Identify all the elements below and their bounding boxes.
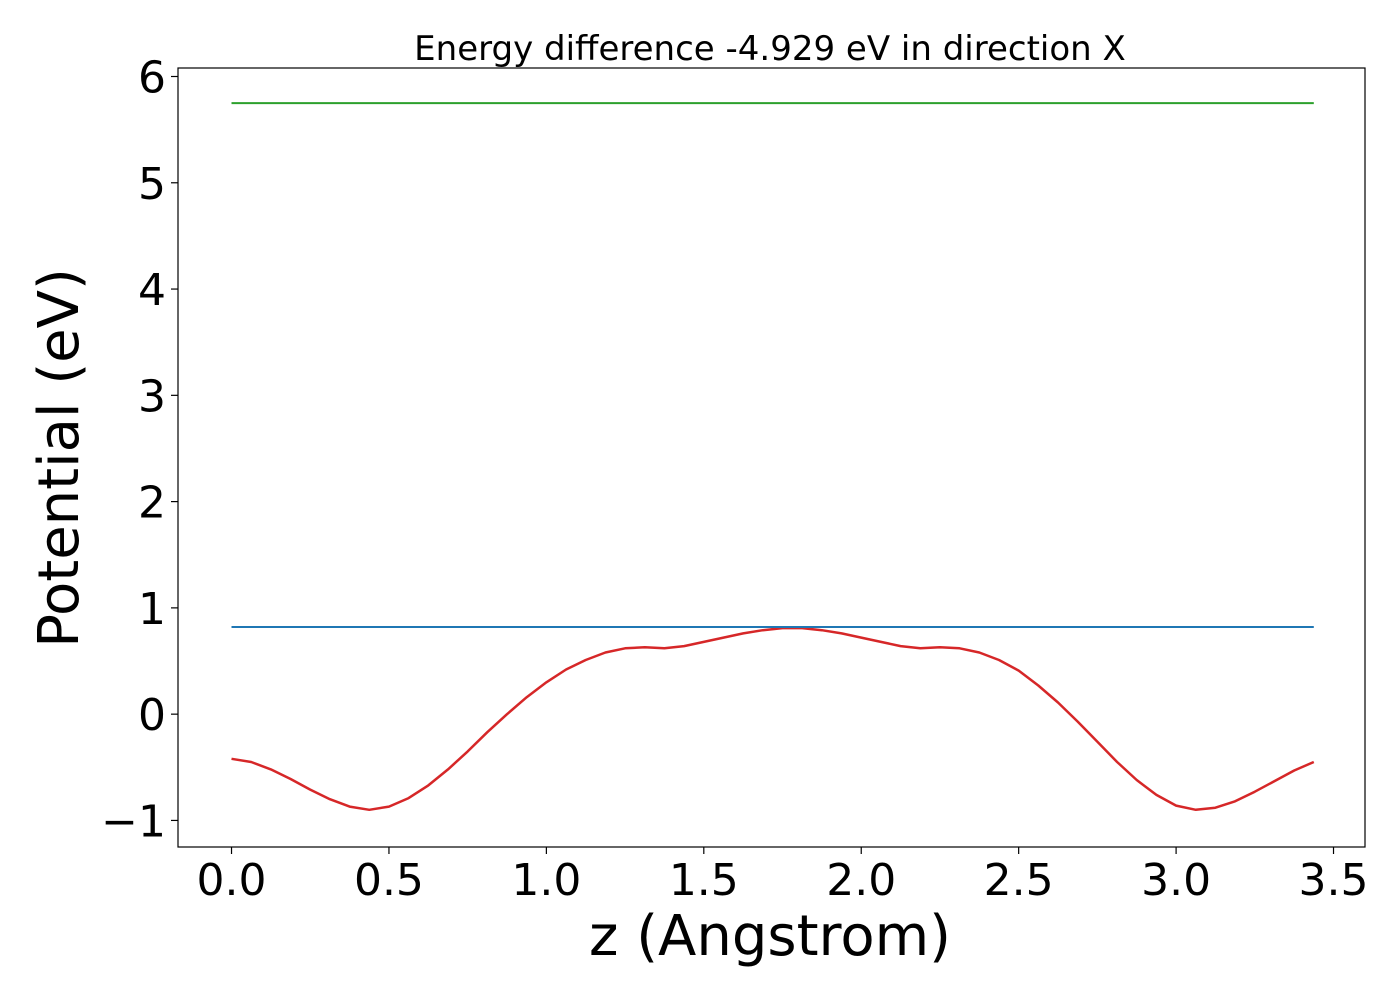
x-axis-ticks: 0.0 0.5 1.0 1.5 2.0 2.5 3.0 3.5 xyxy=(197,847,1369,906)
x-tick-label: 2.0 xyxy=(826,855,896,906)
y-tick-label: 2 xyxy=(138,478,166,529)
plot-frame xyxy=(177,67,1366,848)
x-axis-label: z (Angstrom) xyxy=(589,904,951,969)
chart-title: Energy difference -4.929 eV in direction… xyxy=(414,29,1126,69)
series-line-0 xyxy=(231,626,1315,812)
y-tick-label: 5 xyxy=(138,159,166,210)
x-tick-label: 0.5 xyxy=(354,855,424,906)
x-tick-label: 3.0 xyxy=(1141,855,1211,906)
y-tick-label: 0 xyxy=(138,690,166,741)
y-tick-label: 4 xyxy=(138,265,166,316)
y-tick-label: −1 xyxy=(101,796,166,847)
y-axis-ticks: −1 0 1 2 3 4 5 6 xyxy=(101,53,178,847)
x-tick-label: 3.5 xyxy=(1299,855,1369,906)
x-tick-label: 0.0 xyxy=(197,855,267,906)
y-tick-label: 6 xyxy=(138,53,166,104)
y-tick-label: 1 xyxy=(138,584,166,635)
x-tick-label: 1.0 xyxy=(511,855,581,906)
x-tick-label: 2.5 xyxy=(984,855,1054,906)
x-tick-label: 1.5 xyxy=(669,855,739,906)
y-axis-label: Potential (eV) xyxy=(27,268,92,648)
plot-area xyxy=(231,102,1315,812)
y-tick-label: 3 xyxy=(138,371,166,422)
